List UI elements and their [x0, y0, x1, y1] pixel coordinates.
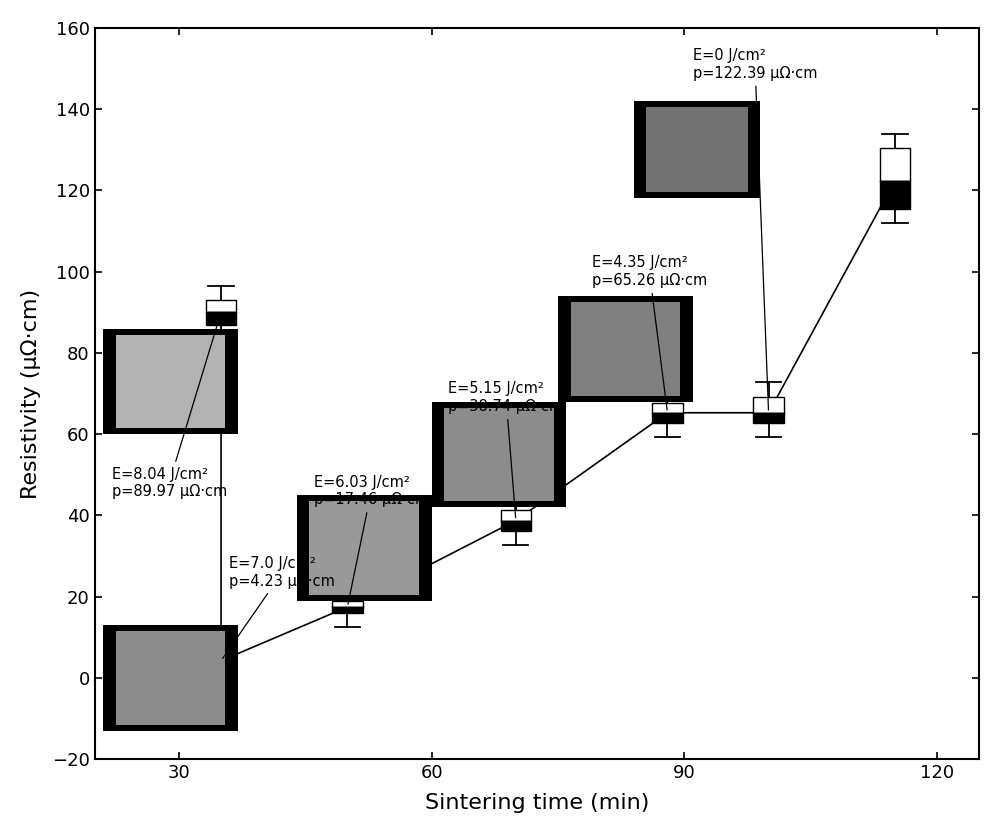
Bar: [646, 107, 748, 193]
Bar: [103, 626, 238, 731]
Bar: [558, 296, 693, 402]
Bar: [444, 408, 554, 501]
Bar: [332, 600, 363, 607]
X-axis label: Sintering time (min): Sintering time (min): [425, 793, 649, 813]
Bar: [634, 101, 760, 198]
Bar: [206, 300, 236, 313]
Text: E=4.35 J/cm²
p=65.26 μΩ·cm: E=4.35 J/cm² p=65.26 μΩ·cm: [592, 255, 707, 410]
Bar: [571, 302, 680, 395]
Text: E=0 J/cm²
p=122.39 μΩ·cm: E=0 J/cm² p=122.39 μΩ·cm: [693, 48, 817, 410]
Text: E=8.04 J/cm²
p=89.97 μΩ·cm: E=8.04 J/cm² p=89.97 μΩ·cm: [112, 315, 227, 500]
Bar: [103, 329, 238, 435]
Bar: [501, 520, 531, 530]
Bar: [116, 334, 225, 428]
Bar: [297, 495, 432, 600]
Bar: [309, 501, 419, 595]
Bar: [880, 148, 910, 181]
Text: E=5.15 J/cm²
p=38.74 μΩ·cm: E=5.15 J/cm² p=38.74 μΩ·cm: [448, 381, 564, 518]
Bar: [753, 413, 784, 423]
Bar: [652, 413, 683, 423]
Y-axis label: Resistivity (μΩ·cm): Resistivity (μΩ·cm): [21, 289, 41, 499]
Bar: [880, 181, 910, 209]
Bar: [501, 510, 531, 520]
Bar: [206, 661, 236, 669]
Bar: [206, 313, 236, 324]
Bar: [332, 607, 363, 613]
Bar: [206, 653, 236, 661]
Bar: [753, 396, 784, 413]
Text: E=6.03 J/cm²
p=17.46 μΩ·cm: E=6.03 J/cm² p=17.46 μΩ·cm: [314, 475, 429, 605]
Bar: [432, 402, 566, 507]
Text: E=7.0 J/cm²
p=4.23 μΩ·cm: E=7.0 J/cm² p=4.23 μΩ·cm: [223, 556, 335, 659]
Bar: [116, 631, 225, 725]
Bar: [652, 403, 683, 413]
